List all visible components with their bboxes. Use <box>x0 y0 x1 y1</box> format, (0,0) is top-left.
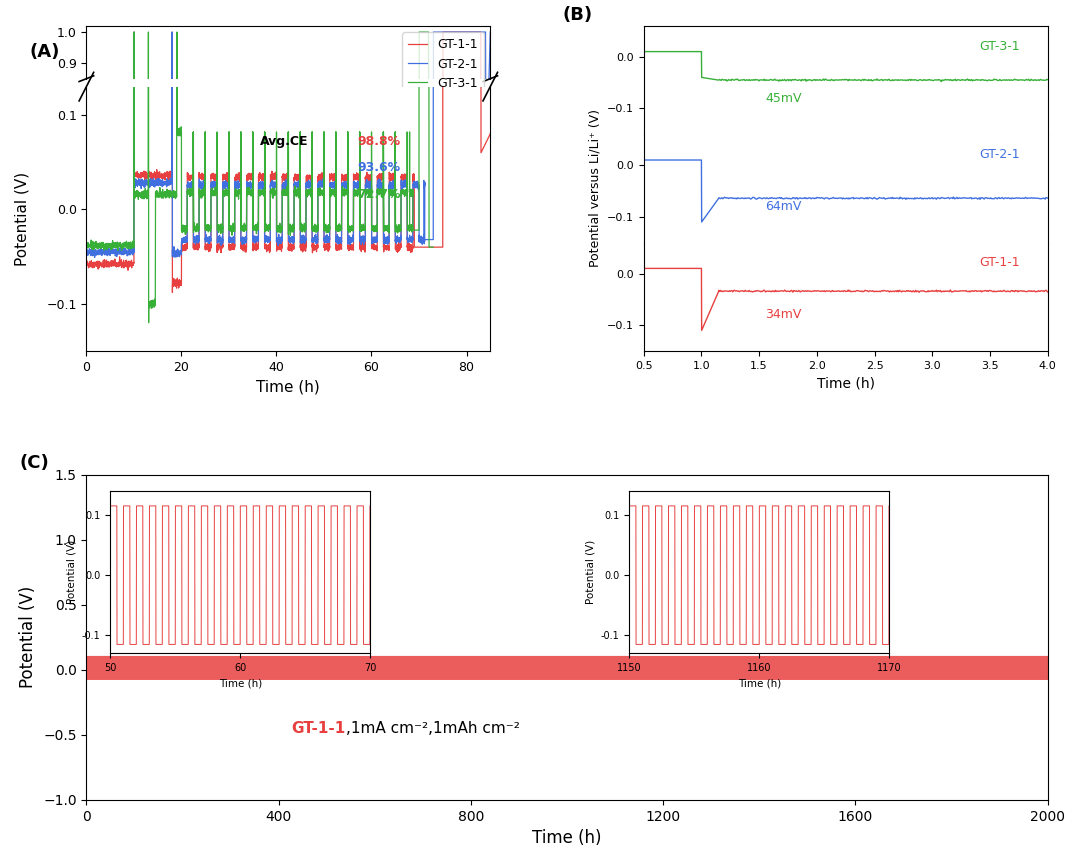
Text: GT-1-1: GT-1-1 <box>978 256 1020 269</box>
GT-3-1 <box>150 332 163 342</box>
GT-1-1 <box>252 243 265 253</box>
GT-3-1 <box>245 188 258 199</box>
Line: GT-3-1: GT-3-1 <box>86 0 433 322</box>
GT-3-1 <box>143 317 156 328</box>
Line: GT-2-1: GT-2-1 <box>86 0 490 257</box>
GT-3-1 <box>267 331 280 341</box>
Text: Avg.CE: Avg.CE <box>260 135 309 148</box>
Y-axis label: Potential (V): Potential (V) <box>15 172 30 266</box>
GT-1-1 <box>80 258 93 268</box>
Text: 93.6%: 93.6% <box>357 161 400 175</box>
GT-2-1 <box>89 252 102 262</box>
Text: 45mV: 45mV <box>765 92 801 105</box>
Text: GT-1-1: GT-1-1 <box>292 721 346 736</box>
GT-1-1 <box>482 314 495 324</box>
GT-1-1 <box>80 356 93 366</box>
Line: GT-1-1: GT-1-1 <box>86 0 490 292</box>
GT-3-1 <box>427 350 440 360</box>
GT-1-1 <box>345 350 357 360</box>
GT-3-1 <box>145 371 158 381</box>
GT-2-1 <box>401 234 414 244</box>
GT-1-1 <box>127 27 140 37</box>
GT-2-1 <box>80 353 93 363</box>
GT-3-1 <box>80 237 93 248</box>
Text: 98.8%: 98.8% <box>357 135 400 148</box>
GT-2-1 <box>401 347 414 358</box>
Text: 64mV: 64mV <box>765 200 801 213</box>
Y-axis label: Potential (V): Potential (V) <box>19 586 38 688</box>
GT-3-1 <box>351 187 364 198</box>
GT-1-1 <box>353 170 366 181</box>
GT-1-1 <box>311 350 324 360</box>
GT-1-1 <box>353 327 366 337</box>
GT-2-1 <box>89 353 102 364</box>
GT-2-1 <box>80 248 93 258</box>
GT-3-1 <box>150 187 163 198</box>
GT-2-1 <box>484 27 497 37</box>
Y-axis label: Potential versus Li/Li⁺ (V): Potential versus Li/Li⁺ (V) <box>589 109 602 267</box>
GT-1-1 <box>345 241 357 251</box>
GT-3-1 <box>145 303 158 313</box>
Line: GT-2-1: GT-2-1 <box>86 32 490 359</box>
GT-3-1 <box>143 375 156 385</box>
Text: 34mV: 34mV <box>765 309 801 322</box>
Line: GT-1-1: GT-1-1 <box>86 32 490 371</box>
GT-2-1 <box>260 233 273 243</box>
X-axis label: Time (h): Time (h) <box>816 377 875 390</box>
GT-3-1 <box>245 333 258 343</box>
GT-1-1 <box>482 132 495 143</box>
GT-3-1 <box>328 186 341 196</box>
GT-3-1 <box>427 242 440 252</box>
X-axis label: Time (h): Time (h) <box>256 379 320 394</box>
Text: GT-3-1: GT-3-1 <box>978 40 1020 52</box>
GT-2-1 <box>256 180 269 190</box>
GT-1-1 <box>252 351 265 361</box>
GT-2-1 <box>214 232 227 243</box>
Text: GT-2-1: GT-2-1 <box>978 148 1020 161</box>
GT-1-1 <box>484 313 497 323</box>
GT-3-1 <box>80 349 93 359</box>
GT-2-1 <box>464 27 477 37</box>
GT-2-1 <box>214 347 227 358</box>
Text: (C): (C) <box>19 454 49 472</box>
GT-3-1 <box>328 332 341 342</box>
Line: GT-3-1: GT-3-1 <box>86 32 433 380</box>
GT-2-1 <box>153 179 166 189</box>
GT-1-1 <box>311 242 324 252</box>
GT-1-1 <box>484 129 497 139</box>
GT-3-1 <box>267 184 280 194</box>
GT-2-1 <box>256 330 269 341</box>
GT-3-1 <box>127 27 140 37</box>
Text: 72.7%: 72.7% <box>357 187 401 200</box>
Text: (A): (A) <box>30 43 60 61</box>
GT-3-1 <box>351 333 364 343</box>
GT-1-1 <box>166 366 179 376</box>
Legend: GT-1-1, GT-2-1, GT-3-1: GT-1-1, GT-2-1, GT-3-1 <box>402 32 484 96</box>
Text: ,1mA cm⁻²,1mAh cm⁻²: ,1mA cm⁻²,1mAh cm⁻² <box>346 721 519 736</box>
GT-1-1 <box>283 243 296 254</box>
GT-2-1 <box>153 329 166 340</box>
Text: (B): (B) <box>563 6 593 24</box>
X-axis label: Time (h): Time (h) <box>532 829 602 847</box>
GT-1-1 <box>283 351 296 361</box>
GT-2-1 <box>260 347 273 358</box>
GT-2-1 <box>127 27 140 37</box>
GT-1-1 <box>166 287 179 298</box>
